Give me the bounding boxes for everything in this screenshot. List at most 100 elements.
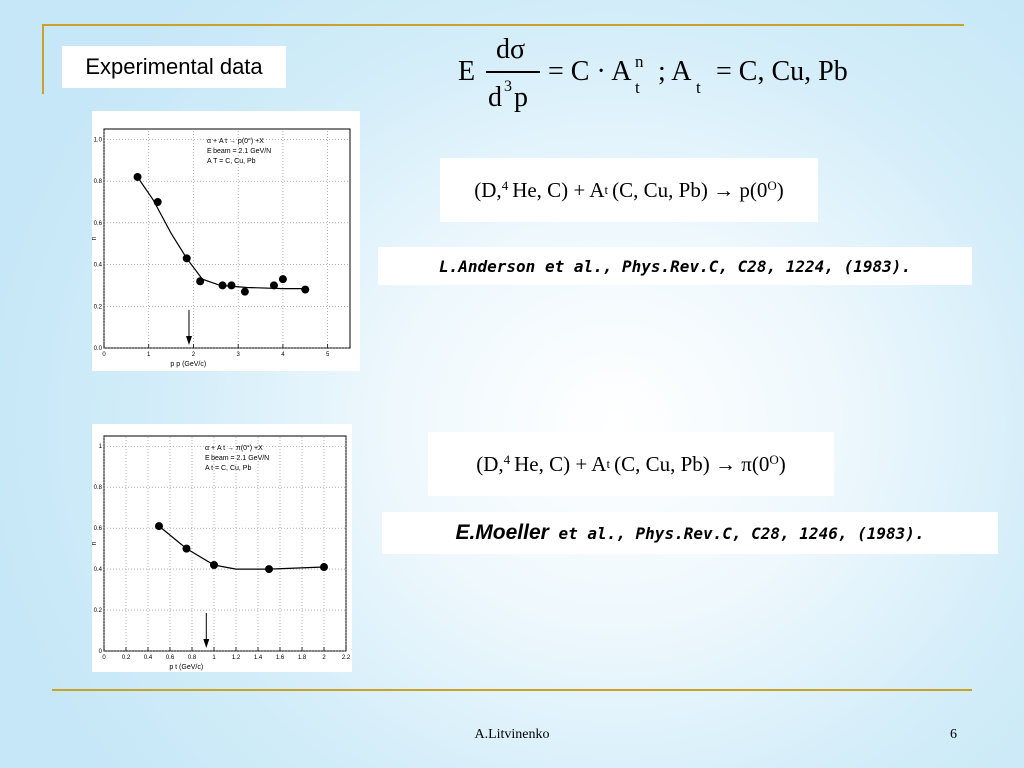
- reaction-prefix: (D,: [474, 177, 502, 202]
- x-tick-label: 1.8: [298, 655, 307, 661]
- data-point: [269, 281, 278, 290]
- reaction-supO: O: [767, 178, 777, 193]
- y-tick-label: 0.2: [94, 608, 103, 614]
- y-tick-label: 0.4: [94, 263, 103, 269]
- fit-curve: [158, 525, 325, 570]
- formula-numerator: dσ: [496, 34, 526, 65]
- reference-author: E.Moeller: [455, 521, 549, 544]
- data-point: [240, 287, 249, 296]
- formula-eq2: = C, Cu, Pb: [716, 56, 848, 87]
- x-tick-label: 2: [322, 655, 326, 661]
- data-point: [265, 565, 273, 574]
- y-tick-label: 0.8: [94, 179, 103, 185]
- y-tick-label: 1: [99, 444, 103, 450]
- top-rule: [42, 24, 964, 26]
- data-point: [301, 285, 310, 294]
- reaction-mid: He, C) + A: [512, 177, 605, 202]
- formula-E: E: [458, 56, 476, 87]
- data-point: [278, 275, 287, 284]
- x-axis-label: p p (GeV/c): [170, 361, 206, 368]
- reaction-sup4: 4: [503, 452, 511, 467]
- legend-entry: E beam = 2.1 GeV/N: [207, 148, 271, 155]
- y-tick-label: 0.0: [94, 346, 103, 352]
- formula-sup-n: n: [635, 52, 644, 71]
- x-tick-label: 0.4: [144, 655, 153, 661]
- formula-denominator-d: d: [488, 82, 502, 113]
- chart-pion: 0 0.2 0.4 0.6 0.8 1 0 0.2 0.4 0.6 0.8 1 1.2 1.4 1.6 1.8…: [91, 424, 352, 672]
- chart-pion-svg: 0 0.2 0.4 0.6 0.8 1 0 0.2 0.4 0.6 0.8 1 1.2 1.4 1.6 1.8…: [91, 435, 351, 671]
- reaction-close: ): [778, 451, 786, 476]
- footer-author: A.Litvinenko: [474, 727, 550, 742]
- arrow-head: [185, 336, 192, 345]
- x-tick-label: 0.2: [122, 655, 131, 661]
- formula-eq1: = C · A: [548, 56, 632, 87]
- x-tick-label: 4: [281, 352, 285, 358]
- chart-proton-svg: 0.0 0.2 0.4 0.6 0.8 1.0 0 1 2 3 4 5 n p p (GeV/c) α + …: [91, 128, 351, 368]
- x-tick-label: 0.6: [166, 655, 175, 661]
- formula-sep: ; A: [658, 56, 692, 87]
- reference-anderson: L.Anderson et al., Phys.Rev.C, C28, 1224…: [378, 247, 972, 285]
- x-tick-label: 3: [237, 352, 241, 358]
- fit-curve: [137, 176, 306, 290]
- legend-entry: α + A t → p(0°) +X: [207, 137, 264, 145]
- data-point: [155, 522, 163, 531]
- y-tick-label: 0.6: [94, 221, 103, 227]
- cross-section-formula: E dσ d 3 p = C · A n t ; A t = C, Cu, Pb: [452, 30, 882, 120]
- x-tick-label: 1: [147, 352, 151, 358]
- formula-sub-t1: t: [635, 78, 640, 97]
- legend-entry: A T = C, Cu, Pb: [207, 158, 256, 165]
- slide-title: Experimental data: [62, 46, 286, 88]
- reaction-prefix: (D,: [476, 451, 504, 476]
- reaction-supO: O: [769, 452, 779, 467]
- y-tick-label: 0.6: [94, 526, 103, 532]
- x-tick-label: 5: [326, 352, 330, 358]
- left-rule: [42, 24, 44, 94]
- legend-entry: A t = C, Cu, Pb: [205, 465, 251, 472]
- x-tick-label: 0: [102, 352, 106, 358]
- bottom-rule: [52, 689, 972, 691]
- x-axis-label: p t (GeV/c): [169, 664, 203, 671]
- chart-proton: 0.0 0.2 0.4 0.6 0.8 1.0 0 1 2 3 4 5 n p p (GeV/c) α + …: [91, 111, 360, 371]
- data-point: [218, 281, 227, 290]
- x-tick-label: 2: [192, 352, 196, 358]
- data-point: [182, 254, 191, 263]
- data-point: [320, 563, 328, 572]
- y-axis-label: n: [92, 541, 98, 545]
- x-tick-label: 1.6: [276, 655, 285, 661]
- y-axis-label: n: [92, 236, 98, 240]
- x-tick-label: 2.2: [342, 655, 351, 661]
- reaction-targets: (C, Cu, Pb) → p(0: [612, 177, 768, 202]
- data-point: [227, 281, 236, 290]
- reference-moeller: E.Moeller et al., Phys.Rev.C, C28, 1246,…: [382, 512, 998, 554]
- reaction-mid: He, C) + A: [514, 451, 607, 476]
- formula-denominator-p: p: [514, 82, 528, 113]
- data-point: [153, 198, 162, 206]
- formula-denominator-3: 3: [504, 78, 512, 95]
- reaction-targets: (C, Cu, Pb) → π(0: [614, 451, 770, 476]
- data-point: [182, 544, 191, 553]
- y-tick-label: 0.2: [94, 304, 103, 310]
- reaction-close: ): [776, 177, 784, 202]
- x-tick-label: 1: [212, 655, 216, 661]
- data-point: [133, 172, 142, 181]
- legend-entry: α + A t → π(0°) +X: [205, 444, 263, 452]
- y-tick-label: 0.4: [94, 567, 103, 573]
- x-tick-label: 1.2: [232, 655, 241, 661]
- page-number: 6: [950, 727, 957, 742]
- data-point: [196, 277, 205, 286]
- x-tick-label: 1.4: [254, 655, 263, 661]
- fraction-bar: [486, 71, 540, 73]
- y-tick-label: 1.0: [94, 137, 103, 143]
- reaction-subt: t: [604, 182, 609, 197]
- arrow-head: [203, 639, 210, 648]
- y-tick-label: 0.8: [94, 485, 103, 491]
- x-tick-label: 0: [102, 655, 106, 661]
- formula-sub-t2: t: [696, 78, 701, 97]
- reaction-subt: t: [606, 456, 611, 471]
- y-tick-label: 0: [99, 649, 103, 655]
- data-point: [210, 561, 218, 569]
- reaction-sup4: 4: [501, 178, 509, 193]
- x-tick-label: 0.8: [188, 655, 197, 661]
